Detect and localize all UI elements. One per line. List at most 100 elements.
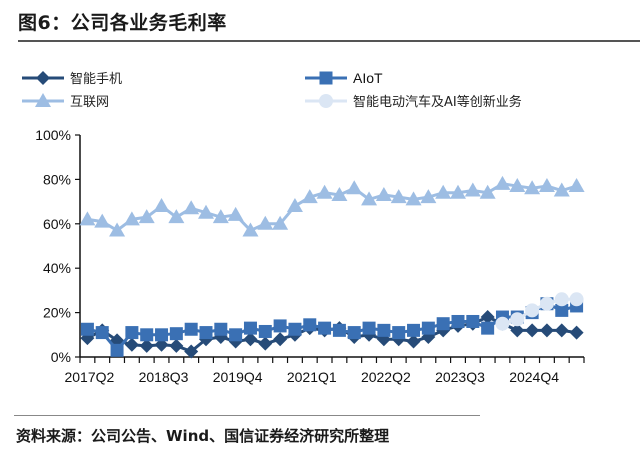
aiot-point [288,322,302,336]
aiot-point [481,321,495,335]
legend-square-icon [319,71,333,85]
internet-point [153,198,170,213]
legend-item-smartphone: 智能手机 [22,71,122,87]
smartphone-point [139,338,154,353]
smartphone-point [243,332,258,347]
internet-point [109,222,126,237]
series-group [79,175,585,359]
internet-point [212,209,229,224]
internet-point [257,215,274,230]
internet-point [79,211,96,226]
internet-point [346,180,363,195]
legend-label: 智能电动汽车及AI等创新业务 [353,94,522,110]
series-ev-ai [495,292,584,331]
y-tick-label: 40% [43,260,71,276]
legend-label: 互联网 [70,95,109,110]
internet-point [509,178,526,193]
aiot-point [332,323,346,337]
ev-ai-point [495,316,510,331]
internet-point [405,191,422,206]
source-divider [14,415,480,416]
aiot-point [155,328,169,342]
internet-point [450,184,466,199]
internet-point [301,189,318,204]
aiot-point [555,303,569,317]
internet-point [553,182,570,197]
legend-item-internet: 互联网 [22,93,109,110]
internet-point [286,198,303,213]
legend-triangle-icon [35,93,51,107]
aiot-point [214,322,228,336]
aiot-point [392,326,406,340]
aiot-point [347,326,361,340]
ev-ai-point [539,296,554,311]
internet-point [435,184,452,199]
aiot-point [362,321,376,335]
internet-point [183,200,200,215]
ev-ai-point [569,292,584,307]
internet-point [138,209,155,224]
x-tick-label: 2021Q1 [287,369,337,385]
y-tick-label: 80% [43,171,71,187]
legend-item-ev-ai: 智能电动汽车及AI等创新业务 [305,94,522,110]
internet-point [198,204,214,219]
legend-item-aiot: AIoT [305,70,383,86]
aiot-point [466,314,480,328]
x-tick-label: 2017Q2 [64,369,114,385]
title-divider [18,40,640,42]
aiot-point [80,322,94,336]
y-tick-label: 100% [35,127,71,143]
y-tick-label: 0% [51,349,71,365]
internet-point [420,189,437,204]
smartphone-point [124,337,139,352]
aiot-point [110,343,124,357]
internet-point [361,191,378,206]
internet-point [272,215,289,230]
x-tick-label: 2024Q4 [509,369,559,385]
aiot-point [436,317,450,331]
internet-point [94,213,111,228]
x-tick-label: 2019Q4 [213,369,263,385]
internet-point [524,180,541,195]
aiot-point [273,319,287,333]
legend-label: 智能手机 [70,72,122,87]
aiot-point [407,323,421,337]
aiot-point [169,327,183,341]
aiot-point [243,321,257,335]
y-tick-label: 20% [43,305,71,321]
aiot-point [95,326,109,340]
figure-title: 图6：公司各业务毛利率 [18,12,227,34]
legend-diamond-icon [36,71,50,85]
internet-point [227,206,244,221]
smartphone-point [539,323,554,338]
aiot-point [303,318,317,332]
x-tick-label: 2018Q3 [139,369,189,385]
aiot-point [199,326,213,340]
smartphone-point [406,334,421,349]
smartphone-point [258,336,273,351]
aiot-line [87,302,578,353]
series-internet [79,175,585,237]
aiot-point [184,322,198,336]
internet-point [464,182,481,197]
y-tick-label: 60% [43,216,71,232]
internet-point [494,175,511,190]
aiot-point [140,328,154,342]
internet-point [479,184,496,199]
source-note: 资料来源：公司公告、Wind、国信证券经济研究所整理 [16,427,390,445]
ev-ai-point [554,292,569,307]
x-tick-label: 2023Q3 [435,369,485,385]
aiot-point [421,321,435,335]
internet-point [375,186,392,201]
legend-circle-icon [319,94,333,108]
internet-point [168,209,185,224]
smartphone-point [554,323,569,338]
internet-point [123,211,140,226]
legend: 智能手机 AIoT 互联网 智能电动汽车及AI等创新业务 [22,70,522,110]
internet-point [316,184,333,199]
aiot-point [318,321,332,335]
internet-point [568,178,585,193]
legend-label: AIoT [353,70,383,86]
internet-point [538,178,555,193]
